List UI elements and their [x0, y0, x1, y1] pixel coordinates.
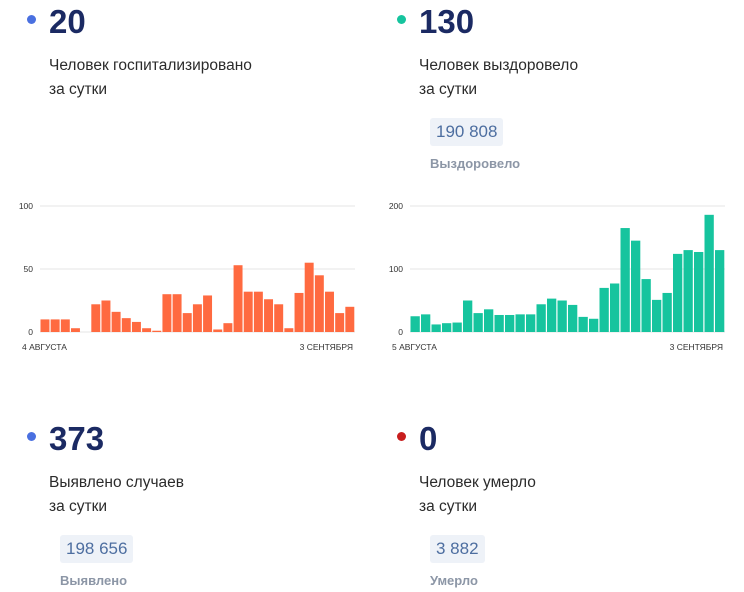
bar [172, 294, 182, 332]
bar [673, 253, 683, 332]
bar [694, 251, 704, 332]
y-tick-label: 100 [389, 264, 403, 274]
bar [662, 292, 672, 332]
bar [442, 323, 452, 332]
bar [50, 319, 60, 332]
deaths-dot [397, 432, 406, 441]
deaths-description: Человек умерло за сутки [419, 474, 536, 515]
bar [325, 291, 334, 332]
recovered-dot [397, 15, 406, 24]
bar [547, 298, 557, 332]
detected-total-badge: 198 656 [60, 535, 134, 563]
x-start-label: 4 АВГУСТА [22, 342, 67, 352]
bar [536, 304, 546, 332]
bar [578, 316, 588, 332]
bar [599, 287, 609, 332]
bar [335, 313, 345, 332]
hospitalized-dot [27, 15, 36, 24]
bar [162, 294, 172, 332]
y-tick-label: 0 [28, 327, 33, 337]
bar [60, 319, 70, 332]
bar [589, 318, 599, 332]
bar [568, 304, 578, 332]
bar [421, 314, 431, 332]
bar [131, 321, 141, 332]
bar [683, 250, 693, 332]
bar [70, 328, 80, 332]
bar [515, 314, 525, 332]
hospitalized-value: 20 [49, 3, 86, 40]
bar [473, 313, 483, 332]
bar [203, 295, 213, 332]
recovered-total-badge: 190 808 [430, 118, 504, 146]
bar [463, 300, 473, 332]
recovered-chart-svg: 200 100 0 5 АВГУСТА 3 СЕНТЯБРЯ [389, 201, 725, 352]
x-end-label: 3 СЕНТЯБРЯ [670, 342, 723, 352]
bar [243, 291, 253, 332]
bar [314, 275, 324, 332]
detected-description: Выявлено случаев за сутки [49, 474, 184, 515]
y-tick-label: 100 [19, 201, 33, 211]
bar [182, 313, 192, 332]
hospitalized-chart-svg: 100 50 0 4 АВГУСТА 3 СЕНТЯБРЯ [19, 201, 355, 352]
bar [484, 309, 494, 332]
recovered-total-caption: Выздоровело [430, 156, 521, 171]
bar [431, 324, 441, 332]
bar [233, 265, 243, 332]
bar [620, 228, 630, 332]
bar [213, 329, 223, 332]
bar [264, 299, 274, 332]
bar [410, 316, 420, 332]
bar [452, 322, 462, 332]
bar [223, 323, 233, 332]
bar [557, 300, 567, 332]
bar [641, 279, 651, 332]
bar [304, 262, 314, 332]
y-tick-label: 0 [398, 327, 403, 337]
recovered-chart: 200 100 0 5 АВГУСТА 3 СЕНТЯБРЯ [380, 196, 730, 356]
bar [610, 283, 620, 332]
x-start-label: 5 АВГУСТА [392, 342, 437, 352]
bar [631, 240, 641, 332]
bar [101, 300, 111, 332]
recovered-value: 130 [419, 3, 475, 40]
bar [253, 291, 263, 332]
bar [526, 314, 536, 332]
bar [192, 304, 202, 332]
y-tick-label: 200 [389, 201, 403, 211]
deaths-value: 0 [419, 420, 438, 457]
bar [294, 292, 304, 332]
x-end-label: 3 СЕНТЯБРЯ [300, 342, 353, 352]
deaths-total-badge: 3 882 [430, 535, 485, 563]
bar [715, 250, 725, 332]
bar [284, 328, 294, 332]
hospitalized-chart: 100 50 0 4 АВГУСТА 3 СЕНТЯБРЯ [10, 196, 360, 356]
bar [121, 318, 131, 332]
bar [505, 314, 515, 332]
bar [274, 304, 284, 332]
bar [142, 328, 152, 332]
bar [91, 304, 101, 332]
bar [704, 214, 714, 332]
bar [152, 330, 162, 332]
deaths-total-caption: Умерло [430, 573, 478, 588]
y-tick-label: 50 [24, 264, 34, 274]
detected-dot [27, 432, 36, 441]
detected-value: 373 [49, 420, 105, 457]
bar [345, 306, 355, 332]
bar [40, 319, 50, 332]
bar [494, 314, 504, 332]
bar [111, 311, 121, 332]
detected-total-caption: Выявлено [60, 573, 128, 588]
bar [652, 299, 662, 332]
recovered-description: Человек выздоровело за сутки [419, 57, 579, 98]
hospitalized-description: Человек госпитализировано за сутки [49, 57, 252, 98]
